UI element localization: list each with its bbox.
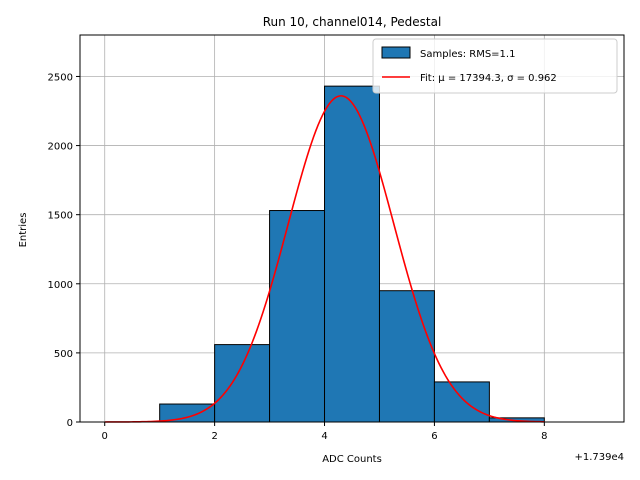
x-tick-label: 8 — [541, 431, 547, 442]
legend-histogram-swatch — [381, 46, 411, 59]
fit-curve — [104, 95, 545, 423]
x-tick-label: 6 — [431, 431, 437, 442]
chart-title: Run 10, channel014, Pedestal — [263, 15, 442, 29]
axes-frame — [79, 34, 625, 423]
histogram-bar — [378, 290, 435, 423]
y-tick-label: 0 — [67, 418, 73, 429]
y-tick-label: 500 — [54, 349, 73, 360]
y-tick-label: 2000 — [48, 142, 73, 153]
y-axis-label: Entries — [18, 213, 29, 248]
axis-ticks: 0 2 4 6 8 0 500 1000 1500 2000 2500 — [48, 72, 548, 442]
y-tick-label: 1000 — [48, 280, 73, 291]
x-axis-label: ADC Counts — [322, 454, 382, 465]
y-tick-label: 1500 — [48, 211, 73, 222]
x-axis-offset-text: +1.739e4 — [574, 452, 624, 463]
legend-fit-label: Fit: μ = 17394.3, σ = 0.962 — [420, 73, 557, 84]
histogram-bar — [324, 85, 380, 423]
legend-histogram-label: Samples: RMS=1.1 — [420, 49, 515, 60]
legend-box — [372, 38, 618, 94]
histogram-bar — [214, 344, 271, 423]
histogram-bar — [159, 403, 216, 423]
legend: Samples: RMS=1.1 Fit: μ = 17394.3, σ = 0… — [372, 38, 618, 94]
histogram-bar — [269, 210, 326, 423]
x-tick-label: 4 — [321, 431, 327, 442]
x-tick-label: 0 — [102, 431, 108, 442]
histogram-bar — [433, 381, 490, 423]
x-tick-label: 2 — [211, 431, 217, 442]
y-tick-label: 2500 — [48, 72, 73, 83]
